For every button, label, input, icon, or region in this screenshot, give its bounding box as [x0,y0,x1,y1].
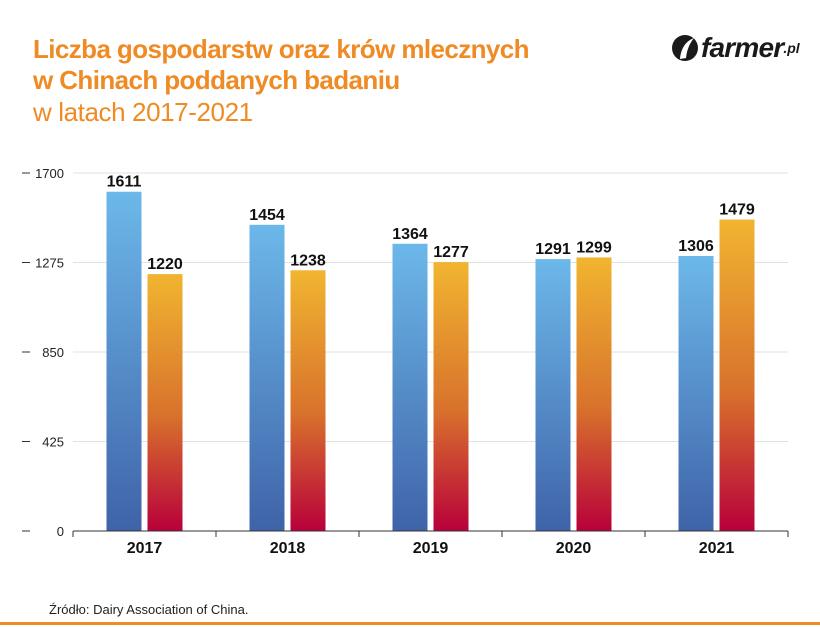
x-tick-label: 2021 [699,540,735,557]
data-label: 1277 [433,244,469,261]
data-label: 1611 [107,174,142,191]
data-label: 1306 [678,238,714,255]
bar [106,191,142,531]
data-label: 1238 [290,252,326,269]
bar [392,243,428,532]
bar [535,259,571,531]
data-label: 1220 [147,256,183,273]
logo-suffix: .pl [783,40,800,56]
y-tick-label: 0 [57,524,64,539]
y-tick-label: 1700 [35,166,64,181]
x-tick-label: 2018 [270,540,306,557]
bar [249,224,285,532]
data-labels: 1611 1220 1454 1238 1364 1277 1291 1299 1306 1479 [107,174,755,273]
data-label: 1479 [719,202,755,219]
data-label: 1454 [249,207,285,224]
bar [719,219,755,532]
bar [290,270,326,531]
chart-title-line-2: w Chinach poddanych badaniu [33,65,400,95]
bar [433,262,469,531]
bar-chart: 1611 1220 1454 1238 1364 1277 1291 1299 1306 1479… [22,166,789,557]
bars [106,191,755,532]
x-tick-label: 2019 [413,540,449,557]
y-tick-label: 425 [42,435,64,450]
x-tick-label: 2017 [127,540,163,557]
title-block: Liczba gospodarstw oraz krów mlecznych w… [33,34,529,129]
bar [147,274,183,531]
bottom-accent-line [0,622,820,625]
logo-wordmark: farmer [701,32,784,63]
gridlines [73,172,788,442]
y-tick-label: 850 [42,345,64,360]
axes: 0 425 850 1275 1700 2017 2018 2019 2020 2021 [22,166,789,557]
leaf-icon [672,35,698,61]
data-label: 1364 [392,226,428,243]
data-label: 1291 [535,241,571,258]
bar [678,255,714,531]
chart-subtitle: w latach 2017-2021 [33,97,253,127]
bar [576,257,612,531]
y-tick-label: 1275 [35,256,64,271]
farmer-logo: farmer .pl [671,30,800,66]
data-label: 1299 [576,239,612,256]
source-note: Źródło: Dairy Association of China. [49,602,249,617]
x-tick-label: 2020 [556,540,592,557]
chart-title-line-1: Liczba gospodarstw oraz krów mlecznych [33,34,529,64]
